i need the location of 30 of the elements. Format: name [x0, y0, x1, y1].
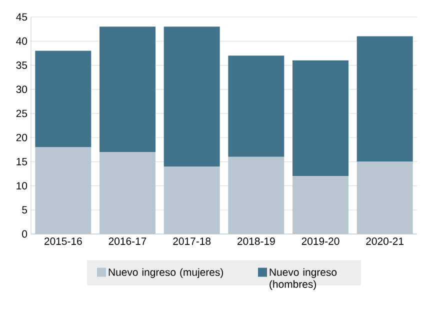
bar [292, 176, 348, 234]
x-tick-label: 2017-18 [173, 238, 211, 245]
x-tick-label: 2020-21 [366, 238, 404, 245]
y-tick-label: 45 [16, 13, 28, 21]
y-tick-label: 5 [22, 206, 28, 214]
bar [100, 26, 156, 152]
bar [164, 166, 220, 234]
bar [35, 147, 92, 234]
bar [292, 60, 348, 176]
bar [164, 26, 220, 166]
y-tick-label: 40 [16, 37, 28, 45]
x-tick-label: 2015-16 [44, 238, 82, 245]
y-tick-label: 25 [16, 110, 28, 118]
y-tick-label: 10 [16, 182, 28, 190]
bar [356, 36, 413, 162]
bar [356, 162, 413, 234]
y-tick-label: 20 [16, 134, 28, 142]
bar [35, 50, 92, 148]
y-tick-label: 0 [22, 230, 28, 238]
x-tick-label: 2019-20 [302, 238, 340, 245]
x-tick-label: 2018-19 [238, 238, 275, 245]
legend-label: Nuevo ingreso (hombres) [270, 268, 337, 290]
bar [100, 152, 156, 234]
bar [228, 56, 284, 157]
y-tick-label: 15 [16, 158, 28, 166]
legend-label: Nuevo ingreso (mujeres) [108, 268, 224, 278]
bar [228, 156, 284, 234]
x-tick-label: 2016-17 [108, 238, 146, 245]
y-tick-label: 35 [16, 62, 28, 69]
y-tick-label: 30 [16, 86, 28, 94]
